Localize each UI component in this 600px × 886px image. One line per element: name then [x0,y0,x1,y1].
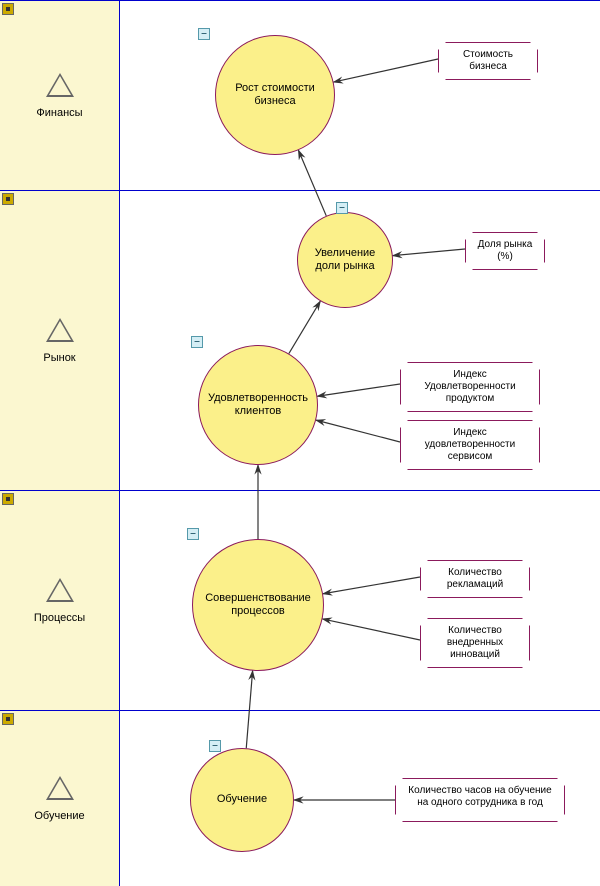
goal-node[interactable]: Удовлетворенность клиентов [198,345,318,465]
goal-node[interactable]: Обучение [190,748,294,852]
lane-header-finance: Финансы [0,1,120,190]
lane-marker-icon [2,713,14,725]
lane-header-process: Процессы [0,491,120,710]
goal-node[interactable]: Увеличение доли рынка [297,212,393,308]
lane-header-learning: Обучение [0,711,120,886]
collapse-icon[interactable]: – [198,28,210,40]
lane-label: Финансы [36,107,82,119]
lane-marker-icon [2,193,14,205]
collapse-icon[interactable]: – [187,528,199,540]
indicator-box[interactable]: Доля рынка (%) [465,232,545,270]
collapse-icon[interactable]: – [336,202,348,214]
indicator-box[interactable]: Индекс удовлетворенности сервисом [400,420,540,470]
indicator-box[interactable]: Количество внедренных инноваций [420,618,530,668]
lane-header-market: Рынок [0,191,120,490]
lane-marker-icon [2,3,14,15]
lane-marker-icon [2,493,14,505]
lane-label: Рынок [43,352,75,364]
goal-node[interactable]: Совершенствование процессов [192,539,324,671]
lane-label: Обучение [34,810,84,822]
lane-triangle-icon [46,318,74,342]
indicator-box[interactable]: Индекс Удовлетворенности продуктом [400,362,540,412]
lane-triangle-icon [46,73,74,97]
lane-label: Процессы [34,612,85,624]
lane-triangle-icon [46,776,74,800]
collapse-icon[interactable]: – [191,336,203,348]
lane-triangle-icon [46,578,74,602]
indicator-box[interactable]: Количество рекламаций [420,560,530,598]
goal-node[interactable]: Рост стоимости бизнеса [215,35,335,155]
collapse-icon[interactable]: – [209,740,221,752]
indicator-box[interactable]: Стоимость бизнеса [438,42,538,80]
indicator-box[interactable]: Количество часов на обучение на одного с… [395,778,565,822]
